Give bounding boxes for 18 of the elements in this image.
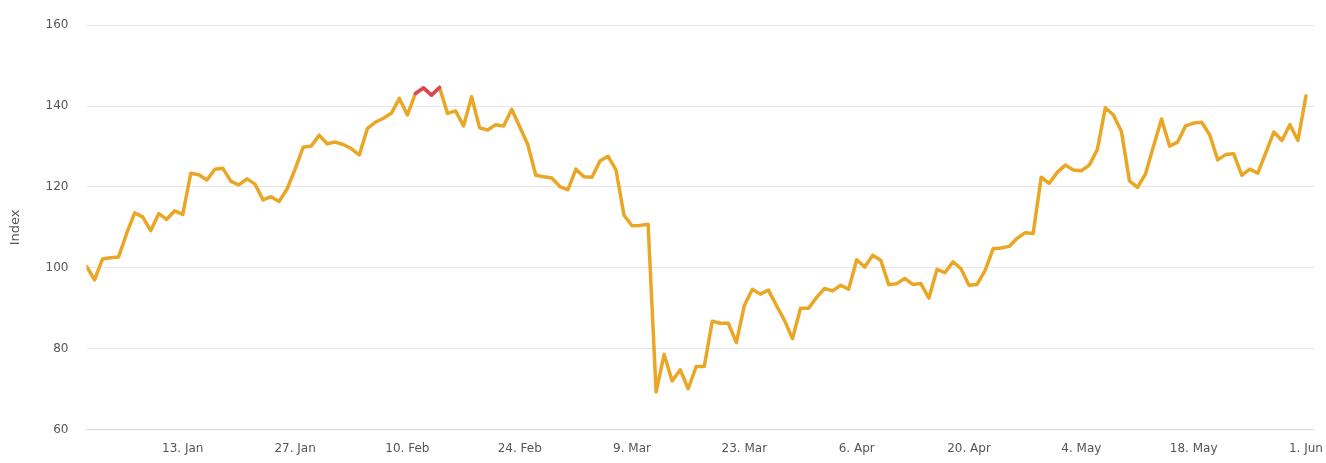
y-tick-label: 140	[45, 98, 69, 113]
y-tick-label: 100	[45, 259, 69, 274]
x-tick-label: 6. Apr	[838, 440, 875, 455]
x-tick-label: 27. Jan	[274, 440, 316, 455]
y-tick-label: 160	[45, 17, 69, 32]
x-tick-label: 13. Jan	[162, 440, 204, 455]
x-tick-label: 24. Feb	[497, 440, 542, 455]
x-tick-label: 23. Mar	[721, 440, 768, 455]
x-tick-label: 9. Mar	[613, 440, 652, 455]
x-tick-label: 20. Apr	[947, 440, 991, 455]
y-tick-label: 120	[45, 179, 69, 194]
y-axis-title: Index	[7, 209, 23, 246]
y-tick-label: 60	[53, 421, 69, 436]
x-tick-label: 1. Jun	[1288, 440, 1323, 455]
x-tick-label: 4. May	[1061, 440, 1102, 455]
x-tick-label: 18. May	[1169, 440, 1218, 455]
y-tick-label: 80	[53, 340, 69, 355]
x-tick-label: 10. Feb	[385, 440, 430, 455]
